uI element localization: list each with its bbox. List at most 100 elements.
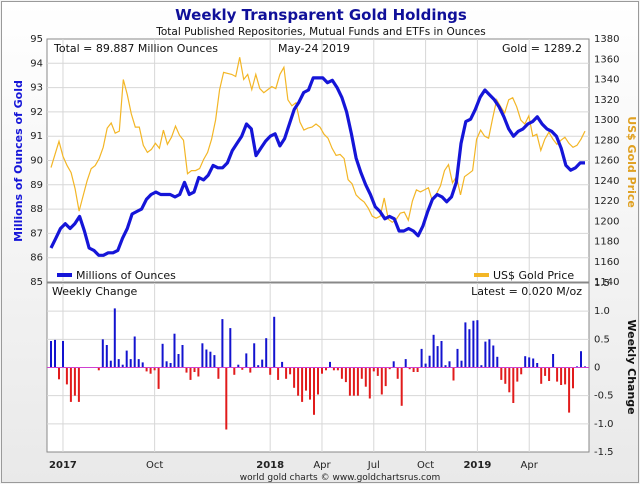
right-tick-label: 1220 (594, 196, 619, 207)
weekly-change-bar (121, 364, 124, 368)
weekly-change-bar (181, 345, 184, 368)
lower-title: Weekly Change (52, 285, 138, 298)
weekly-change-bar (464, 322, 467, 368)
weekly-change-bar (572, 367, 574, 389)
left-tick-label: 92 (30, 107, 43, 118)
weekly-change-bar (285, 367, 288, 379)
lower-tick-label: -1.0 (594, 419, 614, 430)
weekly-change-bar (436, 346, 439, 368)
weekly-change-bar (313, 367, 315, 415)
weekly-change-bar (368, 367, 371, 399)
weekly-change-bar (157, 367, 160, 389)
weekly-change-bar (444, 365, 447, 368)
weekly-change-bar (488, 339, 491, 368)
right-tick-label: 1280 (594, 135, 619, 146)
weekly-change-bar (273, 316, 276, 368)
weekly-change-bar (420, 348, 423, 368)
weekly-change-bar (408, 367, 411, 370)
weekly-change-bar (145, 367, 148, 372)
weekly-change-bar (348, 367, 351, 396)
weekly-change-bar (460, 360, 463, 368)
weekly-change-bar (492, 345, 495, 368)
left-tick-label: 91 (30, 131, 43, 142)
weekly-change-bar (62, 341, 64, 368)
weekly-change-bar (524, 356, 527, 368)
weekly-change-bar (552, 354, 555, 368)
weekly-change-bar (568, 367, 571, 413)
left-tick-label: 87 (30, 228, 43, 239)
x-tick-label: Apr (521, 460, 539, 471)
holdings-legend-label: Millions of Ounces (76, 269, 176, 282)
weekly-change-bar (388, 367, 391, 370)
weekly-change-bar (484, 341, 487, 368)
holdings-line (49, 76, 585, 257)
weekly-change-bar (173, 333, 176, 368)
grid-lines (47, 39, 589, 452)
gold-price-label: Gold = 1289.2 (502, 42, 582, 55)
weekly-change-bar (117, 359, 120, 368)
weekly-change-bar (520, 367, 523, 375)
weekly-change-bar (305, 367, 307, 391)
weekly-change-bar (396, 367, 399, 379)
weekly-change-bar (380, 367, 383, 395)
weekly-change-bar (332, 367, 335, 371)
left-axis-title: Millions of Ounces of Gold (12, 80, 25, 242)
weekly-change-bar (297, 367, 300, 396)
weekly-change-bar (69, 367, 72, 402)
weekly-change-bar (65, 367, 68, 385)
x-tick-label: Jul (367, 460, 380, 471)
weekly-change-bar (149, 367, 152, 374)
axis-ticks: 85 86 87 88 89 90 91 92 93 94 95 1140 1160 1180 1200 12… (30, 34, 619, 471)
weekly-change-bar (50, 341, 52, 368)
lower-tick-label: 1.0 (594, 306, 610, 317)
weekly-change-bar (201, 343, 204, 368)
x-tick-label: Apr (313, 460, 331, 471)
weekly-change-bar (564, 367, 567, 385)
right-tick-label: 1360 (594, 54, 619, 65)
lower-axis-title: Weekly Change (625, 319, 638, 414)
left-tick-label: 95 (30, 34, 43, 45)
weekly-change-bar (500, 367, 503, 380)
weekly-change-bar (249, 367, 252, 373)
weekly-change-bar (372, 367, 375, 372)
weekly-change-bar (213, 355, 216, 368)
weekly-change-bar (321, 367, 323, 374)
weekly-change-bar (225, 367, 228, 430)
right-tick-label: 1200 (594, 216, 619, 227)
weekly-change-bar (97, 367, 100, 371)
weekly-change-bar (277, 367, 280, 380)
weekly-change-bar (77, 367, 80, 402)
weekly-change-bar (137, 359, 140, 368)
weekly-change-bar (556, 367, 559, 382)
weekly-change-bar (309, 367, 311, 400)
weekly-change-bar (197, 367, 200, 377)
weekly-change-bar (560, 367, 563, 385)
left-tick-label: 94 (30, 58, 43, 69)
lower-tick-label: 1.5 (594, 278, 610, 289)
weekly-change-bar (456, 348, 459, 368)
x-tick-label: 2017 (49, 460, 77, 471)
weekly-change-bar (440, 341, 443, 368)
price-legend-label: US$ Gold Price (493, 269, 574, 282)
right-tick-label: 1380 (594, 34, 619, 45)
weekly-change-bar (253, 343, 256, 368)
weekly-change-bar (269, 367, 272, 375)
weekly-change-bar (448, 361, 451, 368)
weekly-change-bar (205, 349, 208, 368)
left-tick-label: 85 (30, 277, 43, 288)
weekly-change-bar (540, 367, 543, 384)
weekly-change-bar (428, 355, 431, 368)
weekly-change-bar (153, 367, 156, 371)
weekly-change-bar (356, 367, 359, 396)
weekly-change-bar (404, 359, 407, 368)
weekly-change-bar (432, 334, 435, 368)
weekly-change-bar (169, 363, 172, 368)
weekly-change-bar (508, 367, 511, 393)
weekly-change-bar (261, 359, 264, 368)
footer-credit: world gold charts © www.goldchartsrus.co… (240, 473, 441, 483)
weekly-change-bar (133, 336, 136, 368)
weekly-change-bar (229, 328, 232, 368)
weekly-change-bar (317, 367, 319, 395)
